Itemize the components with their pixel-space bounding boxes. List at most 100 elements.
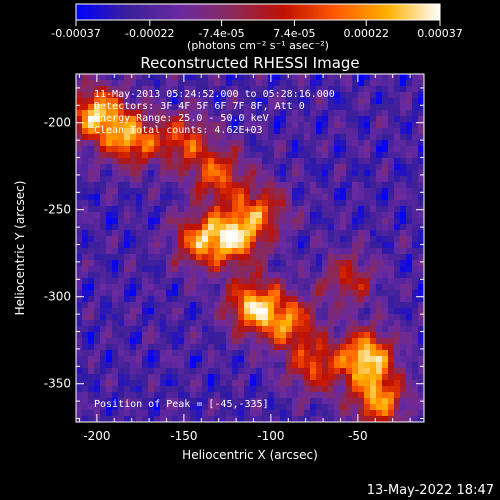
heatmap-cell: [136, 146, 143, 153]
heatmap-cell: [172, 254, 179, 261]
heatmap-cell: [166, 350, 173, 357]
heatmap-cell: [148, 122, 155, 129]
heatmap-cell: [418, 302, 424, 309]
heatmap-cell: [256, 122, 263, 129]
heatmap-cell: [76, 158, 83, 165]
heatmap-cell: [382, 230, 389, 237]
heatmap-cell: [226, 152, 233, 159]
heatmap-cell: [388, 164, 395, 171]
heatmap-cell: [358, 260, 365, 267]
heatmap-cell: [154, 374, 161, 381]
heatmap-cell: [184, 140, 191, 147]
heatmap-cell: [352, 170, 359, 177]
heatmap-cell: [298, 332, 305, 339]
heatmap-cell: [298, 410, 305, 417]
heatmap-cell: [136, 380, 143, 387]
heatmap-cell: [256, 380, 263, 387]
heatmap-cell: [106, 344, 113, 351]
heatmap-cell: [412, 212, 419, 219]
heatmap-cell: [226, 218, 233, 225]
heatmap-cell: [274, 200, 281, 207]
heatmap-cell: [346, 212, 353, 219]
heatmap-cell: [418, 92, 424, 99]
heatmap-cell: [172, 302, 179, 309]
heatmap-cell: [388, 158, 395, 165]
heatmap-cell: [406, 410, 413, 417]
heatmap-cell: [88, 128, 95, 135]
heatmap-cell: [274, 188, 281, 195]
heatmap-cell: [196, 368, 203, 375]
heatmap-cell: [268, 398, 275, 405]
heatmap-cell: [208, 212, 215, 219]
heatmap-cell: [418, 86, 424, 93]
heatmap-cell: [202, 158, 209, 165]
heatmap-cell: [388, 284, 395, 291]
heatmap-cell: [250, 284, 257, 291]
heatmap-cell: [124, 116, 131, 123]
heatmap-cell: [286, 206, 293, 213]
heatmap-cell: [352, 260, 359, 267]
heatmap-cell: [244, 86, 251, 93]
heatmap-cell: [298, 404, 305, 411]
heatmap-cell: [106, 146, 113, 153]
heatmap-cell: [202, 284, 209, 291]
heatmap-cell: [334, 140, 341, 147]
heatmap-cell: [130, 260, 137, 267]
heatmap-cell: [190, 362, 197, 369]
heatmap-cell: [208, 152, 215, 159]
heatmap-cell: [334, 248, 341, 255]
heatmap-cell: [124, 254, 131, 261]
heatmap-cell: [112, 356, 119, 363]
heatmap-cell: [304, 158, 311, 165]
heatmap-cell: [328, 272, 335, 279]
heatmap-cell: [406, 260, 413, 267]
heatmap-cell: [190, 200, 197, 207]
heatmap-cell: [106, 74, 113, 81]
heatmap-cell: [184, 236, 191, 243]
heatmap-cell: [142, 188, 149, 195]
heatmap-cell: [400, 254, 407, 261]
heatmap-cell: [100, 116, 107, 123]
heatmap-cell: [118, 326, 125, 333]
heatmap-cell: [268, 146, 275, 153]
heatmap-cell: [400, 128, 407, 135]
heatmap-cell: [226, 404, 233, 411]
heatmap-cell: [82, 218, 89, 225]
heatmap-cell: [136, 200, 143, 207]
heatmap-cell: [310, 380, 317, 387]
heatmap-cell: [100, 380, 107, 387]
heatmap-cell: [382, 134, 389, 141]
heatmap-cell: [316, 140, 323, 147]
heatmap-cell: [220, 242, 227, 249]
heatmap-cell: [166, 212, 173, 219]
heatmap-cell: [178, 392, 185, 399]
heatmap-cell: [262, 170, 269, 177]
heatmap-cell: [232, 380, 239, 387]
heatmap-cell: [220, 356, 227, 363]
heatmap-cell: [130, 380, 137, 387]
heatmap-cell: [220, 140, 227, 147]
heatmap-cell: [184, 134, 191, 141]
heatmap-cell: [112, 338, 119, 345]
heatmap-cell: [412, 254, 419, 261]
heatmap-cell: [88, 356, 95, 363]
heatmap-cell: [274, 356, 281, 363]
heatmap-cell: [382, 278, 389, 285]
heatmap-cell: [304, 146, 311, 153]
heatmap-cell: [268, 158, 275, 165]
heatmap-cell: [238, 188, 245, 195]
heatmap-cell: [346, 248, 353, 255]
heatmap-cell: [358, 188, 365, 195]
heatmap-cell: [268, 80, 275, 87]
heatmap-cell: [286, 140, 293, 147]
heatmap-cell: [352, 278, 359, 285]
heatmap-cell: [292, 296, 299, 303]
heatmap-cell: [214, 356, 221, 363]
heatmap-cell: [142, 92, 149, 99]
heatmap-cell: [352, 380, 359, 387]
heatmap-cell: [94, 362, 101, 369]
heatmap-cell: [364, 416, 371, 422]
heatmap-cell: [100, 92, 107, 99]
heatmap-cell: [298, 212, 305, 219]
heatmap-cell: [376, 188, 383, 195]
